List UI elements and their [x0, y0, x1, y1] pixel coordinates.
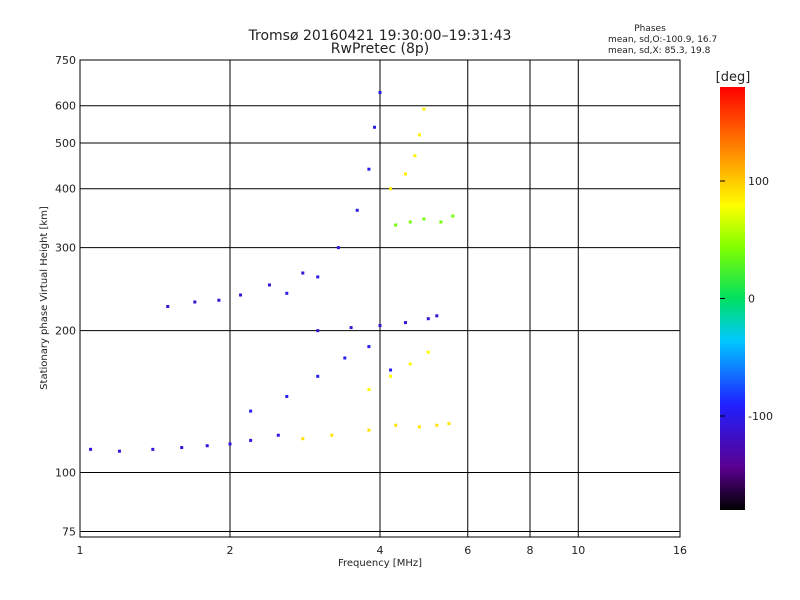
x-tick-label: 4	[377, 544, 384, 557]
x-tick-label: 10	[571, 544, 585, 557]
data-point	[336, 246, 340, 250]
data-point	[426, 350, 430, 354]
x-tick-labels: 1 2 4 6 8 10 16	[77, 544, 688, 557]
y-tick-label: 400	[55, 183, 76, 196]
data-point	[394, 223, 398, 227]
y-tick-labels: 75 100 200 300 400 500 600 750	[55, 54, 76, 538]
data-point	[367, 167, 371, 171]
x-tick-label: 6	[464, 544, 471, 557]
data-point	[417, 133, 421, 137]
x-tick-label: 1	[77, 544, 84, 557]
data-point	[389, 368, 393, 372]
chart-title: Tromsø 20160421 19:30:00–19:31:43	[248, 28, 512, 44]
data-point	[330, 433, 334, 437]
data-point	[413, 154, 417, 158]
data-point	[117, 449, 121, 453]
data-point	[166, 305, 170, 309]
y-tick-label: 100	[55, 467, 76, 480]
data-point	[249, 438, 253, 442]
data-point	[422, 217, 426, 221]
data-point	[389, 187, 393, 191]
x-axis-label: Frequency [MHz]	[338, 558, 422, 569]
data-point	[205, 444, 209, 448]
data-point	[435, 423, 439, 427]
data-point	[267, 283, 271, 287]
data-point	[301, 271, 305, 275]
data-point	[394, 423, 398, 427]
data-point	[367, 428, 371, 432]
data-point	[316, 374, 320, 378]
data-point	[367, 345, 371, 349]
stats-line-o: mean, sd,O:-100.9, 16.7	[608, 35, 717, 45]
data-point	[451, 214, 455, 218]
data-point	[389, 374, 393, 378]
colorbar-label: [deg]	[716, 70, 751, 85]
data-point	[403, 321, 407, 325]
data-point	[151, 447, 155, 451]
data-point	[439, 220, 443, 224]
data-point	[417, 425, 421, 429]
data-point	[89, 447, 93, 451]
data-point	[447, 422, 451, 426]
data-point	[378, 90, 382, 94]
data-point	[355, 208, 359, 212]
colorbar-ticks: 100 0 -100	[720, 175, 773, 423]
data-point	[408, 220, 412, 224]
data-point	[408, 362, 412, 366]
x-tick-label: 2	[227, 544, 234, 557]
data-point	[343, 356, 347, 360]
y-axis-label: Stationary phase Virtual Height [km]	[39, 206, 50, 390]
data-point	[367, 388, 371, 392]
grid	[79, 59, 681, 537]
data-point	[285, 291, 289, 295]
y-tick-label: 75	[62, 525, 76, 538]
colorbar-tick-label: 100	[748, 175, 769, 188]
colorbar-tick-label: -100	[748, 410, 773, 423]
data-point	[193, 300, 197, 304]
chart-subtitle: RwPretec (8p)	[331, 41, 429, 57]
stats-heading: Phases	[634, 24, 666, 34]
data-point	[349, 326, 353, 330]
y-tick-label: 500	[55, 137, 76, 150]
data-point	[180, 446, 184, 450]
data-point	[426, 317, 430, 321]
data-point	[301, 437, 305, 441]
data-point	[316, 275, 320, 279]
data-point	[316, 329, 320, 333]
data-point	[228, 442, 232, 446]
data-points	[89, 90, 455, 453]
data-point	[403, 172, 407, 176]
colorbar-tick-label: 0	[748, 293, 755, 306]
y-tick-label: 600	[55, 100, 76, 113]
y-tick-label: 300	[55, 242, 76, 255]
plot-frame	[79, 59, 681, 538]
data-point	[249, 409, 253, 413]
x-tick-label: 16	[673, 544, 687, 557]
data-point	[422, 107, 426, 111]
y-tick-label: 200	[55, 325, 76, 338]
data-point	[378, 324, 382, 328]
stats-line-x: mean, sd,X: 85.3, 19.8	[608, 46, 711, 56]
data-point	[276, 433, 280, 437]
y-tick-label: 750	[55, 54, 76, 67]
data-point	[435, 314, 439, 318]
data-point	[373, 125, 377, 129]
data-point	[239, 293, 243, 297]
data-point	[285, 394, 289, 398]
data-point	[217, 298, 221, 302]
x-tick-label: 8	[527, 544, 534, 557]
